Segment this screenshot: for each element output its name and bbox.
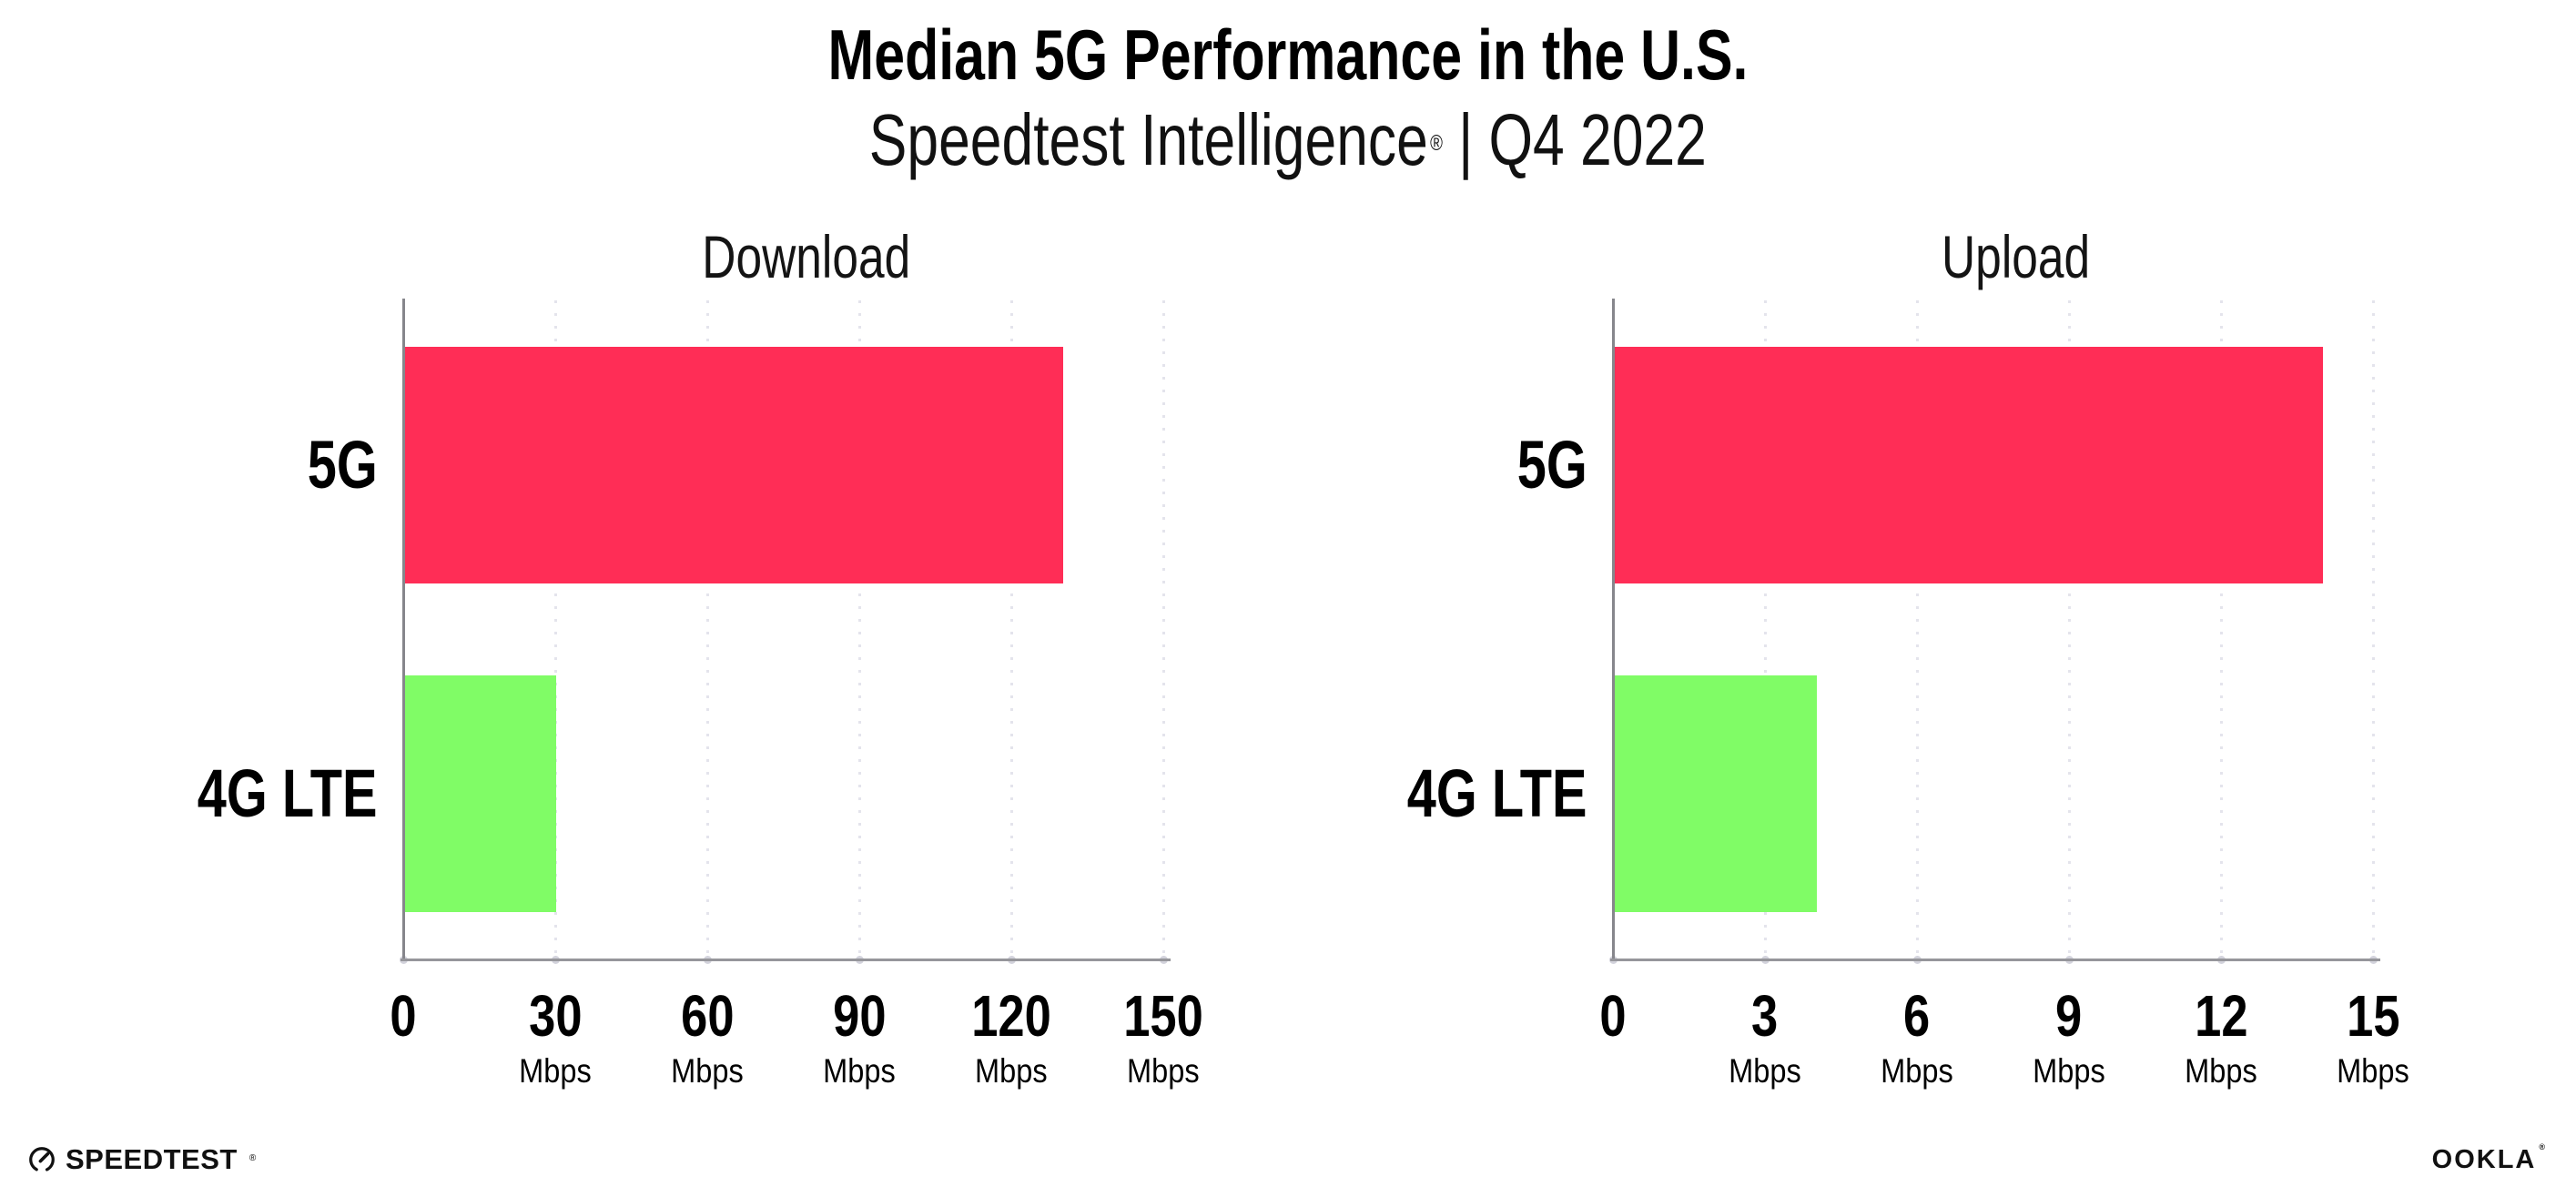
tick-label-15: 15 Mbps xyxy=(2332,986,2414,1090)
tick-value: 0 xyxy=(1599,983,1627,1049)
tick-value: 15 xyxy=(2346,983,2400,1049)
download-x-axis xyxy=(401,959,1171,961)
tick-value: 9 xyxy=(2055,983,2083,1049)
tick-unit: Mbps xyxy=(2185,1052,2257,1090)
tick-label-9: 9 Mbps xyxy=(2028,986,2110,1090)
download-bar-5g xyxy=(404,346,1063,583)
tick-unit: Mbps xyxy=(975,1052,1048,1090)
speedtest-wordmark: SPEEDTEST xyxy=(66,1143,238,1175)
gridline-120-mbps xyxy=(1009,300,1013,959)
upload-y-axis xyxy=(1612,299,1615,960)
ookla-wordmark: OOKLA xyxy=(2431,1145,2537,1174)
page-title: Median 5G Performance in the U.S. xyxy=(827,15,1749,95)
tick-value: 6 xyxy=(1903,983,1931,1049)
tick-label-6: 6 Mbps xyxy=(1876,986,1958,1090)
gridline-150-mbps xyxy=(1161,300,1165,959)
subtitle-brand: Speedtest Intelligence xyxy=(868,99,1428,180)
tick-unit: Mbps xyxy=(2337,1052,2409,1090)
tick-value: 60 xyxy=(680,983,735,1049)
gridline-30-mbps xyxy=(553,300,557,959)
gridline-6-mbps xyxy=(1915,300,1919,959)
upload-bar-4g-lte xyxy=(1614,675,1817,913)
speedtest-registered-mark: ® xyxy=(248,1152,257,1163)
tick-value: 120 xyxy=(971,983,1051,1049)
tick-value: 12 xyxy=(2194,983,2248,1049)
category-label-5g: 5G xyxy=(307,426,378,502)
gridline-9-mbps xyxy=(2067,300,2071,959)
ookla-logo: OOKLA ® xyxy=(2431,1142,2547,1175)
page-subtitle: Speedtest Intelligence® | Q4 2022 xyxy=(0,102,2576,178)
subtitle-separator: | xyxy=(1458,99,1474,180)
tick-unit: Mbps xyxy=(2033,1052,2105,1090)
gridline-60-mbps xyxy=(705,300,709,959)
subtitle-period: Q4 2022 xyxy=(1488,99,1708,180)
tick-unit: Mbps xyxy=(1881,1052,1953,1090)
registered-mark: ® xyxy=(1430,130,1444,156)
tick-value: 150 xyxy=(1123,983,1203,1049)
tick-unit: Mbps xyxy=(1729,1052,1801,1090)
download-bar-4g-lte xyxy=(404,675,556,913)
tick-label-12: 12 Mbps xyxy=(2180,986,2262,1090)
upload-chart: 0 3 Mbps 6 Mbps 9 Mbps 12 Mbps 15 Mbps 5G 4G LTE xyxy=(1407,299,2409,1090)
tick-value: 0 xyxy=(390,983,417,1049)
tick-label-150: 150 Mbps xyxy=(1115,986,1212,1090)
tick-unit: Mbps xyxy=(823,1052,896,1090)
category-label-4g-lte: 4G LTE xyxy=(1407,756,1587,832)
speedtest-gauge-icon xyxy=(29,1147,55,1172)
tick-unit: Mbps xyxy=(519,1052,592,1090)
download-panel-title: Download xyxy=(702,223,910,290)
tick-label-90: 90 Mbps xyxy=(818,986,900,1090)
tick-label-30: 30 Mbps xyxy=(514,986,596,1090)
tick-unit: Mbps xyxy=(671,1052,744,1090)
gridline-12-mbps xyxy=(2219,300,2223,959)
tick-label-60: 60 Mbps xyxy=(666,986,748,1090)
tick-unit: Mbps xyxy=(1127,1052,1200,1090)
tick-label-120: 120 Mbps xyxy=(963,986,1060,1090)
tick-label-3: 3 Mbps xyxy=(1724,986,1806,1090)
upload-panel-title: Upload xyxy=(1941,223,2091,290)
category-label-5g: 5G xyxy=(1516,426,1587,502)
tick-value: 90 xyxy=(832,983,887,1049)
speedtest-logo: SPEEDTEST ® xyxy=(27,1143,256,1176)
upload-bar-5g xyxy=(1614,346,2324,583)
gridline-15-mbps xyxy=(2371,300,2375,959)
tick-label-0: 0 xyxy=(387,986,420,1046)
category-label-4g-lte: 4G LTE xyxy=(198,756,378,832)
tick-value: 3 xyxy=(1751,983,1779,1049)
gridline-90-mbps xyxy=(857,300,861,959)
tick-label-0: 0 xyxy=(1597,986,1629,1046)
download-chart: 0 30 Mbps 60 Mbps 90 Mbps 120 Mbps 150 Mbps 5G 4G LT… xyxy=(198,299,1203,1090)
download-y-axis xyxy=(402,299,405,960)
upload-x-axis xyxy=(1610,959,2380,961)
ookla-registered-mark: ® xyxy=(2539,1142,2547,1151)
tick-value: 30 xyxy=(528,983,583,1049)
gridline-3-mbps xyxy=(1763,300,1767,959)
